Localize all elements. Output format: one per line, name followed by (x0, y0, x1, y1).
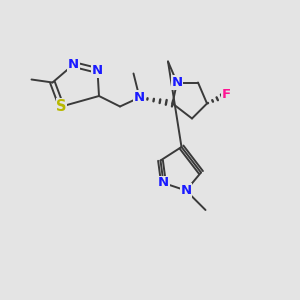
Text: S: S (56, 99, 67, 114)
Text: N: N (134, 91, 145, 104)
Text: N: N (92, 64, 103, 77)
Text: F: F (222, 88, 231, 101)
Text: N: N (180, 184, 192, 197)
Text: N: N (171, 76, 183, 89)
Text: N: N (158, 176, 169, 190)
Text: N: N (68, 58, 79, 71)
